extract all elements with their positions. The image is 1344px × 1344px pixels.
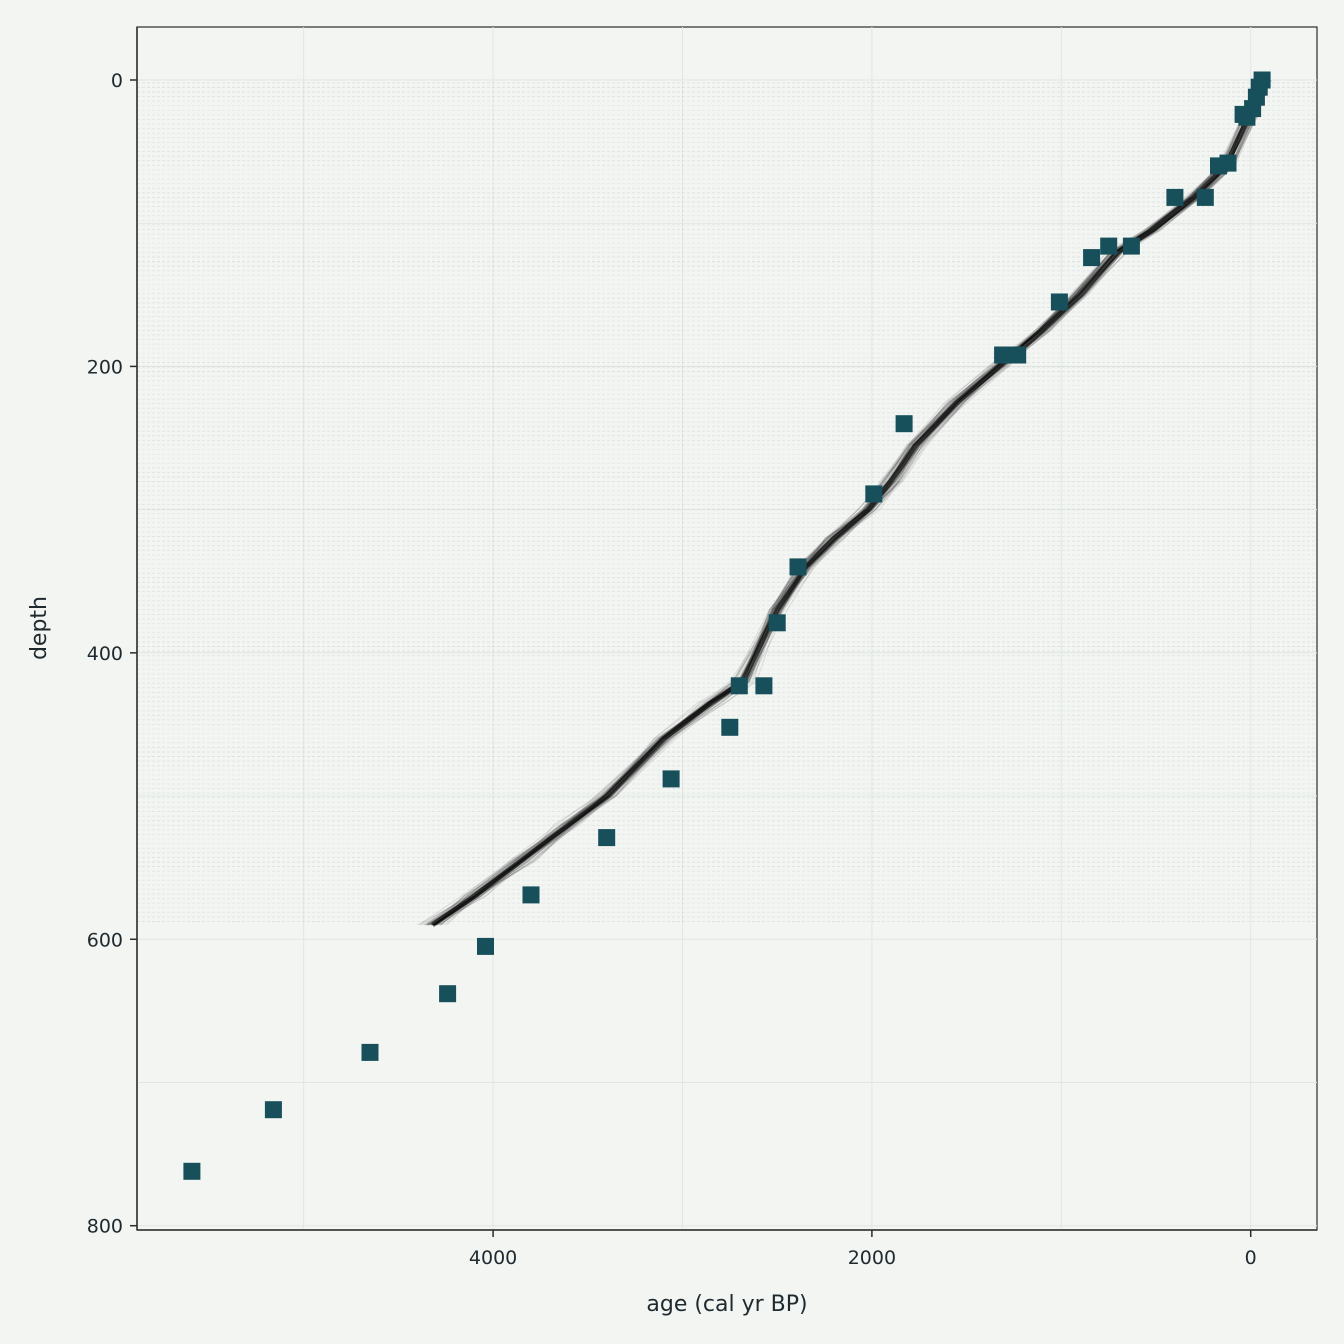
- sample-point: [1166, 188, 1184, 206]
- y-tick-label: 600: [87, 929, 123, 951]
- sample-point: [1100, 237, 1118, 255]
- sample-point: [1050, 293, 1068, 311]
- sample-point: [865, 485, 883, 503]
- sample-point: [789, 558, 807, 576]
- x-tick-label: 2000: [848, 1247, 896, 1269]
- ensemble-line: [435, 79, 1261, 926]
- sample-point: [1234, 105, 1252, 123]
- sample-point: [598, 829, 616, 847]
- axes: [136, 27, 1317, 1231]
- sample-point: [361, 1043, 379, 1061]
- sample-point: [1083, 249, 1101, 267]
- sample-point: [1122, 237, 1140, 255]
- grid-lines: [137, 27, 1317, 1230]
- sample-point: [1196, 188, 1214, 206]
- sample-point: [755, 677, 773, 695]
- sample-point: [721, 718, 739, 736]
- sample-point: [264, 1101, 282, 1119]
- y-tick-label: 400: [87, 643, 123, 665]
- x-tick-label: 4000: [469, 1247, 517, 1269]
- sample-point: [477, 937, 494, 955]
- y-axis-title: depth: [27, 596, 52, 660]
- x-axis-title: age (cal yr BP): [646, 1292, 807, 1317]
- sample-point: [662, 770, 680, 788]
- y-tick-label: 200: [87, 356, 123, 378]
- y-tick-label: 0: [111, 70, 123, 92]
- y-ticks: 0 200 400 600 800: [87, 70, 137, 1238]
- x-ticks: 4000 2000 0: [469, 1230, 1257, 1269]
- sample-point: [895, 415, 913, 433]
- sample-point: [994, 346, 1012, 364]
- ensemble-line: [430, 79, 1263, 926]
- sample-point: [730, 677, 748, 695]
- ensemble-line: [425, 79, 1260, 926]
- sample-point: [522, 886, 540, 904]
- sample-point: [1009, 346, 1027, 364]
- plot-panel: [136, 26, 1318, 1231]
- x-tick-label: 0: [1245, 1247, 1257, 1269]
- ensemble-line: [432, 79, 1255, 926]
- depth-bands: [137, 82, 1317, 923]
- sample-point: [768, 614, 786, 632]
- sample-point: [1219, 154, 1237, 172]
- sample-point: [183, 1162, 201, 1180]
- y-tick-label: 800: [87, 1216, 123, 1238]
- sample-point: [439, 985, 457, 1003]
- dated-samples: [183, 71, 1271, 1180]
